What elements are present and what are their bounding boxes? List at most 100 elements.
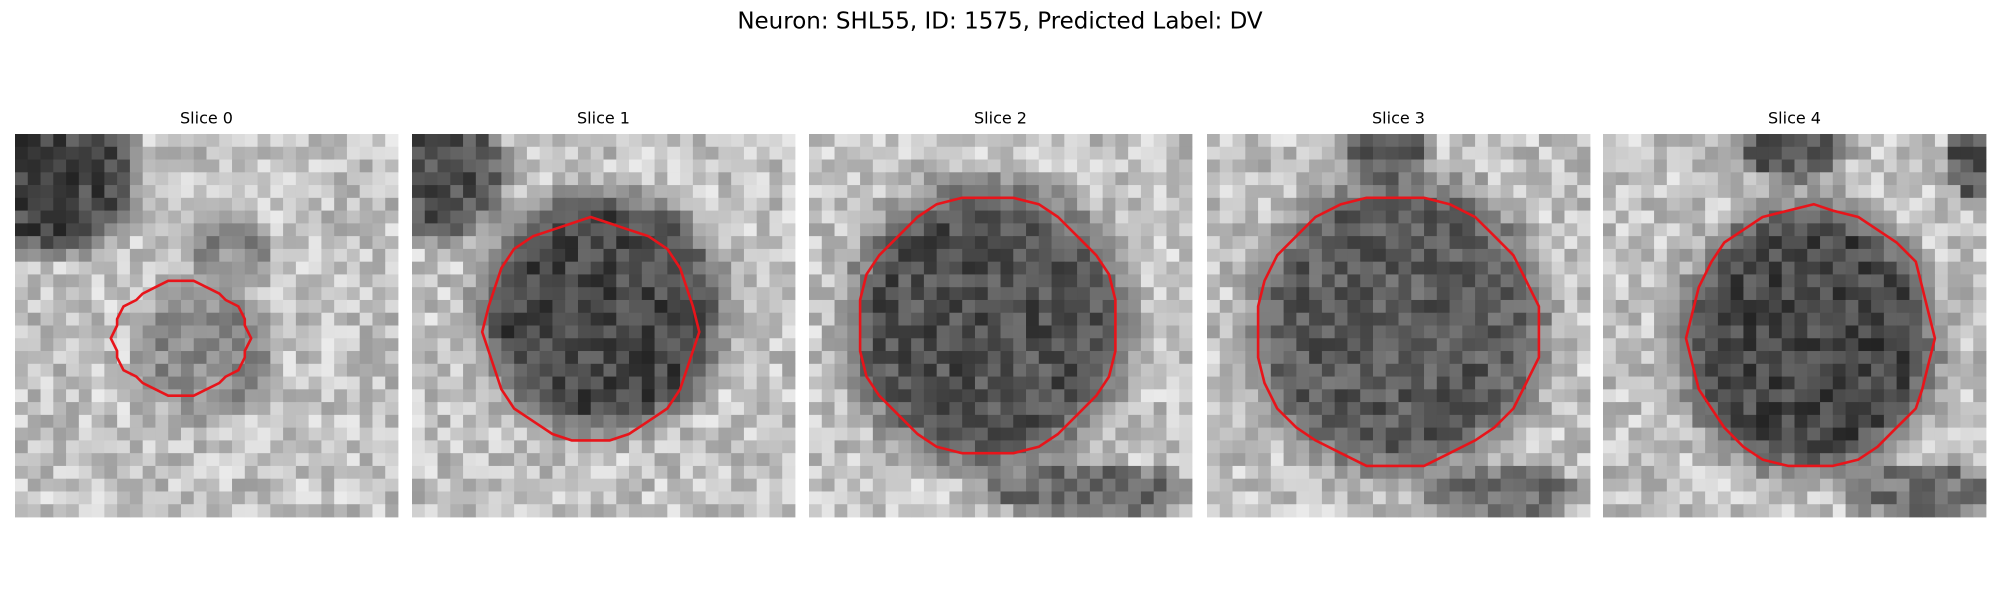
pixel	[847, 351, 861, 365]
pixel	[1372, 197, 1387, 211]
pixel	[834, 159, 848, 173]
pixel	[1794, 185, 1808, 199]
pixel	[1641, 491, 1655, 505]
pixel	[1166, 465, 1180, 480]
pixel	[590, 312, 604, 326]
pixel	[1794, 172, 1808, 186]
pixel	[142, 389, 156, 403]
pixel	[1296, 172, 1310, 186]
pixel	[974, 312, 989, 326]
pixel	[1102, 491, 1116, 505]
pixel	[1973, 363, 1987, 377]
pixel	[936, 172, 950, 186]
pixel	[1436, 312, 1450, 326]
pixel	[1871, 351, 1885, 365]
pixel	[1768, 172, 1783, 186]
pixel	[1449, 376, 1463, 390]
pixel	[66, 172, 80, 186]
pixel	[949, 389, 963, 403]
pixel	[334, 427, 348, 441]
pixel	[526, 376, 541, 390]
pixel	[450, 478, 464, 492]
pixel	[1513, 134, 1527, 148]
pixel	[1232, 134, 1246, 148]
pixel	[463, 287, 477, 301]
slice-panel: Slice 2	[809, 109, 1193, 518]
pixel	[1283, 338, 1297, 352]
pixel	[1883, 414, 1898, 429]
pixel	[424, 427, 438, 441]
pixel	[1258, 504, 1272, 518]
pixel	[1115, 453, 1129, 467]
pixel	[1628, 414, 1642, 429]
pixel	[129, 478, 144, 492]
pixel	[1922, 223, 1936, 237]
pixel	[756, 197, 770, 211]
pixel	[117, 197, 131, 211]
pixel	[1692, 223, 1706, 237]
pixel	[1077, 261, 1091, 275]
pixel	[424, 210, 438, 224]
pixel	[834, 325, 848, 339]
pixel	[1064, 338, 1078, 352]
pixel	[1654, 236, 1668, 250]
pixel	[1845, 465, 1859, 480]
pixel	[219, 351, 233, 365]
pixel	[1102, 338, 1116, 352]
pixel	[718, 389, 732, 403]
pixel	[743, 363, 758, 377]
pixel	[1577, 287, 1591, 301]
pixel	[1038, 134, 1052, 148]
pixel	[1577, 504, 1591, 518]
pixel	[629, 274, 643, 288]
pixel	[129, 159, 144, 173]
pixel	[514, 351, 528, 365]
pixel	[1449, 287, 1463, 301]
pixel	[1038, 236, 1052, 250]
pixel	[1705, 299, 1719, 314]
pixel	[15, 363, 29, 377]
pixel	[1398, 287, 1412, 301]
pixel	[283, 274, 297, 288]
pixel	[1909, 376, 1923, 390]
pixel	[283, 223, 297, 237]
pixel	[514, 312, 528, 326]
pixel	[104, 440, 118, 454]
pixel	[437, 478, 451, 492]
pixel	[809, 389, 823, 403]
pixel	[847, 427, 861, 441]
pixel	[1654, 465, 1668, 480]
pixel	[219, 402, 233, 416]
pixel	[667, 185, 681, 199]
pixel	[1717, 172, 1732, 186]
pixel	[1077, 299, 1091, 314]
pixel	[1219, 414, 1233, 429]
pixel	[1743, 287, 1757, 301]
pixel	[1219, 299, 1233, 314]
pixel	[1577, 312, 1591, 326]
pixel	[244, 338, 258, 352]
pixel	[1666, 236, 1680, 250]
pixel	[782, 402, 796, 416]
pixel	[616, 299, 630, 314]
pixel	[1102, 185, 1116, 199]
pixel	[821, 223, 835, 237]
pixel	[1526, 414, 1540, 429]
pixel	[1756, 440, 1770, 454]
pixel	[1756, 389, 1770, 403]
pixel	[629, 478, 643, 492]
pixel	[1973, 427, 1987, 441]
pixel	[1743, 185, 1757, 199]
pixel	[1500, 287, 1514, 301]
pixel	[437, 146, 451, 160]
pixel	[1947, 274, 1961, 288]
pixel	[1654, 440, 1668, 454]
pixel	[180, 172, 195, 186]
pixel	[359, 223, 373, 237]
pixel	[295, 274, 310, 288]
pixel	[168, 491, 182, 505]
pixel	[346, 185, 361, 199]
pixel	[565, 338, 579, 352]
pixel	[1909, 299, 1923, 314]
pixel	[731, 402, 745, 416]
